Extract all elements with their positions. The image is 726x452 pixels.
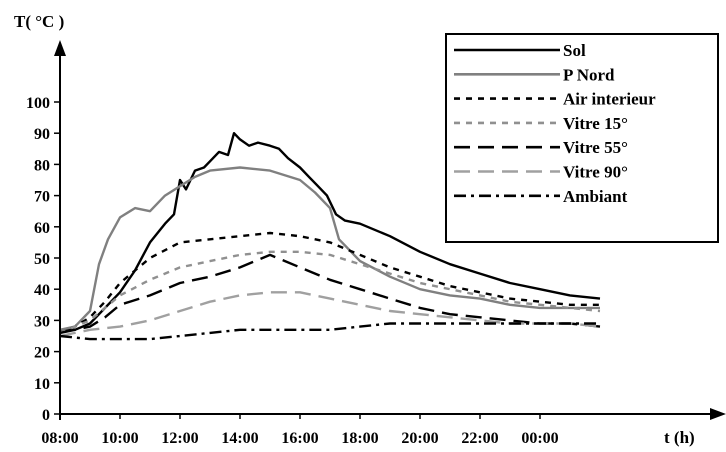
y-tick-label: 30: [34, 313, 50, 330]
series-line-vitre-90: [59, 291, 601, 338]
x-tick-label: 16:00: [281, 430, 318, 447]
x-axis-title: t (h): [664, 428, 695, 447]
x-tick-label: 14:00: [221, 430, 258, 447]
x-axis-arrow: [710, 408, 726, 420]
axes: T( °C ) t (h): [14, 12, 726, 447]
y-tick-label: 20: [34, 345, 50, 362]
legend-items: Sol P Nord Air interieur Vitre 15° Vitre 55°…: [454, 41, 656, 206]
legend-label-air-interieur: Air interieur: [563, 90, 656, 109]
legend: Sol P Nord Air interieur Vitre 15° Vitre 55°…: [445, 33, 719, 243]
series-line-sol: [60, 131, 601, 331]
legend-label-sol: Sol: [563, 41, 586, 60]
y-ticks: 0 10 20 30 40 50 60 70 80 90 100: [26, 95, 60, 424]
x-tick-label: 00:00: [521, 430, 558, 447]
legend-label-vitre-55: Vitre 55°: [563, 138, 628, 157]
legend-label-p-nord: P Nord: [563, 65, 615, 84]
y-tick-label: 0: [42, 407, 50, 424]
y-tick-label: 40: [34, 282, 50, 299]
x-tick-label: 12:00: [161, 430, 198, 447]
y-tick-label: 60: [34, 220, 50, 237]
legend-box: [445, 33, 719, 243]
x-tick-label: 22:00: [461, 430, 498, 447]
series-line-ambiant: [59, 322, 600, 341]
y-tick-label: 10: [34, 376, 50, 393]
y-tick-label: 100: [26, 95, 50, 112]
y-axis-arrow: [54, 40, 66, 56]
series-line-air-interieur: [59, 231, 600, 335]
x-tick-label: 08:00: [41, 430, 78, 447]
x-tick-label: 10:00: [101, 430, 138, 447]
y-tick-label: 50: [34, 251, 50, 268]
series-line-p-nord: [59, 166, 600, 331]
legend-label-vitre-15: Vitre 15°: [563, 114, 628, 133]
y-tick-label: 80: [34, 157, 50, 174]
legend-label-vitre-90: Vitre 90°: [563, 163, 628, 182]
series-lines: [59, 131, 601, 341]
y-axis-title: T( °C ): [14, 12, 64, 31]
x-tick-label: 20:00: [401, 430, 438, 447]
legend-label-ambiant: Ambiant: [563, 187, 628, 206]
y-tick-label: 90: [34, 126, 50, 143]
x-tick-label: 18:00: [341, 430, 378, 447]
x-ticks: 08:00 10:00 12:00 14:00 16:00 18:00 20:00 22:00…: [41, 414, 559, 447]
series-line-vitre-55: [59, 253, 601, 335]
y-tick-label: 70: [34, 189, 50, 206]
